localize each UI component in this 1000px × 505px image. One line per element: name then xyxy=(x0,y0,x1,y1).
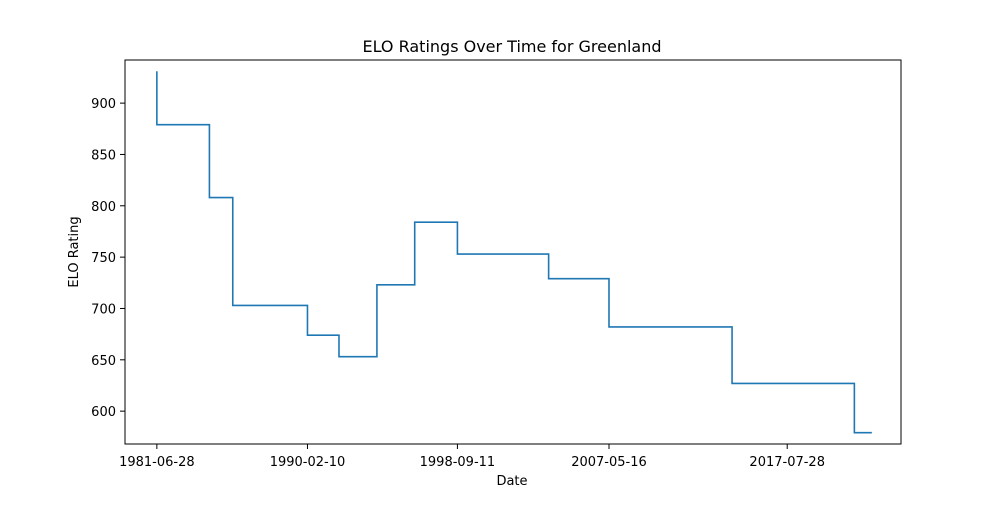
y-tick-label: 800 xyxy=(91,200,116,215)
x-axis-label: Date xyxy=(496,474,527,489)
x-tick-label: 2017-07-28 xyxy=(749,455,825,470)
y-tick-label: 750 xyxy=(91,251,116,266)
y-tick-label: 900 xyxy=(91,97,116,112)
plot-frame xyxy=(124,59,902,445)
x-axis: 1981-06-28 1990-02-10 1998-09-11 2007-05-16… xyxy=(119,444,825,470)
chart-title: ELO Ratings Over Time for Greenland xyxy=(362,37,661,56)
y-axis: 600 650 700 750 800 850 900 xyxy=(91,97,125,420)
y-tick-label: 700 xyxy=(91,302,116,317)
series-layer xyxy=(156,71,872,434)
x-tick-label: 1990-02-10 xyxy=(270,455,346,470)
elo-series-line xyxy=(156,71,872,434)
plot-area xyxy=(124,59,902,445)
x-tick-label: 2007-05-16 xyxy=(571,455,647,470)
y-tick-label: 600 xyxy=(91,405,116,420)
y-tick-label: 650 xyxy=(91,354,116,369)
y-axis-label: ELO Rating xyxy=(67,216,82,287)
x-tick-label: 1981-06-28 xyxy=(119,455,195,470)
x-tick-label: 1998-09-11 xyxy=(420,455,496,470)
y-tick-label: 850 xyxy=(91,148,116,163)
